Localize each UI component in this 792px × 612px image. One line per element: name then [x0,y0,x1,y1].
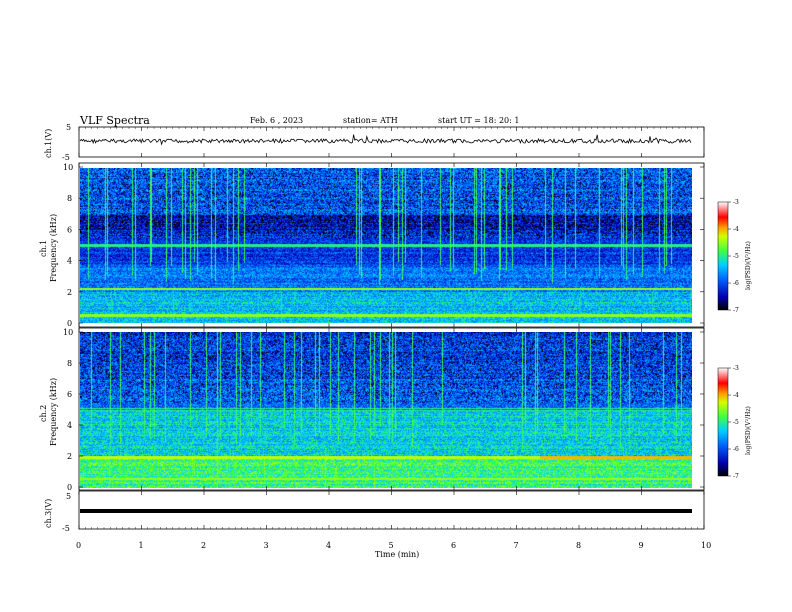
ch1-spec-ylabel-line1: ch.1 [39,240,48,257]
ch1-spec-ylabel-line2: Frequency (kHz) [49,214,58,282]
ch2-spec-ytick-8: 8 [67,359,72,368]
station-label: station= ATH [343,116,398,125]
ch1-spec-ytick-10: 10 [63,163,73,172]
x-axis-label: Time (min) [375,550,419,559]
ch3-waveform-panel: 5 -5 ch.3(V) [44,490,705,533]
ch2-colorbar-tick--5: -5 [733,419,739,426]
x-tick-label-0: 0 [76,541,81,550]
x-tick-label-10: 10 [701,541,711,550]
x-tick-label-9: 9 [639,541,644,550]
ch2-spec-ytick-2: 2 [67,452,72,461]
figure-title: VLF Spectra [79,114,150,127]
ch1-colorbar [717,201,729,311]
x-axis: 0 1 2 3 4 5 6 7 8 9 10 [76,127,711,550]
x-tick-label-1: 1 [139,541,144,550]
ch2-spec-ytick-4: 4 [67,421,72,430]
ch2-colorbar-tick--7: -7 [733,473,739,480]
ch1-colorbar-tick--3: -3 [733,199,739,206]
x-tick-label-8: 8 [576,541,581,550]
x-tick-label-5: 5 [389,541,394,550]
ch1-ytick-bottom: -5 [62,153,70,162]
ch1-spec-ytick-2: 2 [67,288,72,297]
ch2-colorbar-tick--3: -3 [733,365,739,372]
ch1-colorbar-tick--4: -4 [733,226,739,233]
ch2-spec-ytick-6: 6 [67,390,72,399]
ch2-colorbar-tick--4: -4 [733,392,739,399]
ch1-waveform-panel: 5 -5 ch.1(V) [44,123,705,162]
date-label: Feb. 6 , 2023 [250,116,303,125]
ch1-colorbar-tick--7: -7 [733,307,739,314]
ch2-spec-ylabel-line1: ch.2 [39,405,48,422]
ch3-waveform-line [80,509,692,513]
ch1-spec-ytick-8: 8 [67,194,72,203]
ch1-spectrogram-image [80,168,692,323]
ch1-spec-ytick-6: 6 [67,225,72,234]
ch2-spectrogram-image [80,332,692,488]
x-tick-label-6: 6 [451,541,456,550]
ch2-spec-ytick-0: 0 [67,483,72,492]
ch1-ylabel: ch.1(V) [44,129,53,158]
x-tick-label-7: 7 [514,541,519,550]
x-tick-label-3: 3 [264,541,269,550]
ch2-colorbar-label: log(PSD)(V²/Hz) [745,406,752,455]
ch3-ytick-bottom: -5 [62,524,70,533]
ch3-ylabel: ch.3(V) [44,499,53,528]
start-time-label: start UT = 18: 20: 1 [438,116,519,125]
ch1-spec-ytick-4: 4 [67,257,72,266]
x-tick-label-4: 4 [326,541,331,550]
ch2-colorbar [717,367,729,477]
ch1-colorbar-tick--5: -5 [733,253,739,260]
ch1-colorbar-label: log(PSD)(V²/Hz) [745,241,752,290]
ch3-ytick-top: 5 [66,492,71,501]
ch1-spec-ytick-0: 0 [67,319,72,328]
ch1-colorbar-tick--6: -6 [733,280,739,287]
ch1-waveform-line [79,134,692,146]
ch2-colorbar-tick--6: -6 [733,446,739,453]
x-tick-label-2: 2 [201,541,206,550]
ch2-spec-ytick-10: 10 [63,328,73,337]
ch1-waveform-frame [78,126,705,158]
ch2-spec-ylabel-line2: Frequency (kHz) [49,378,58,446]
ch1-ytick-top: 5 [66,123,71,132]
